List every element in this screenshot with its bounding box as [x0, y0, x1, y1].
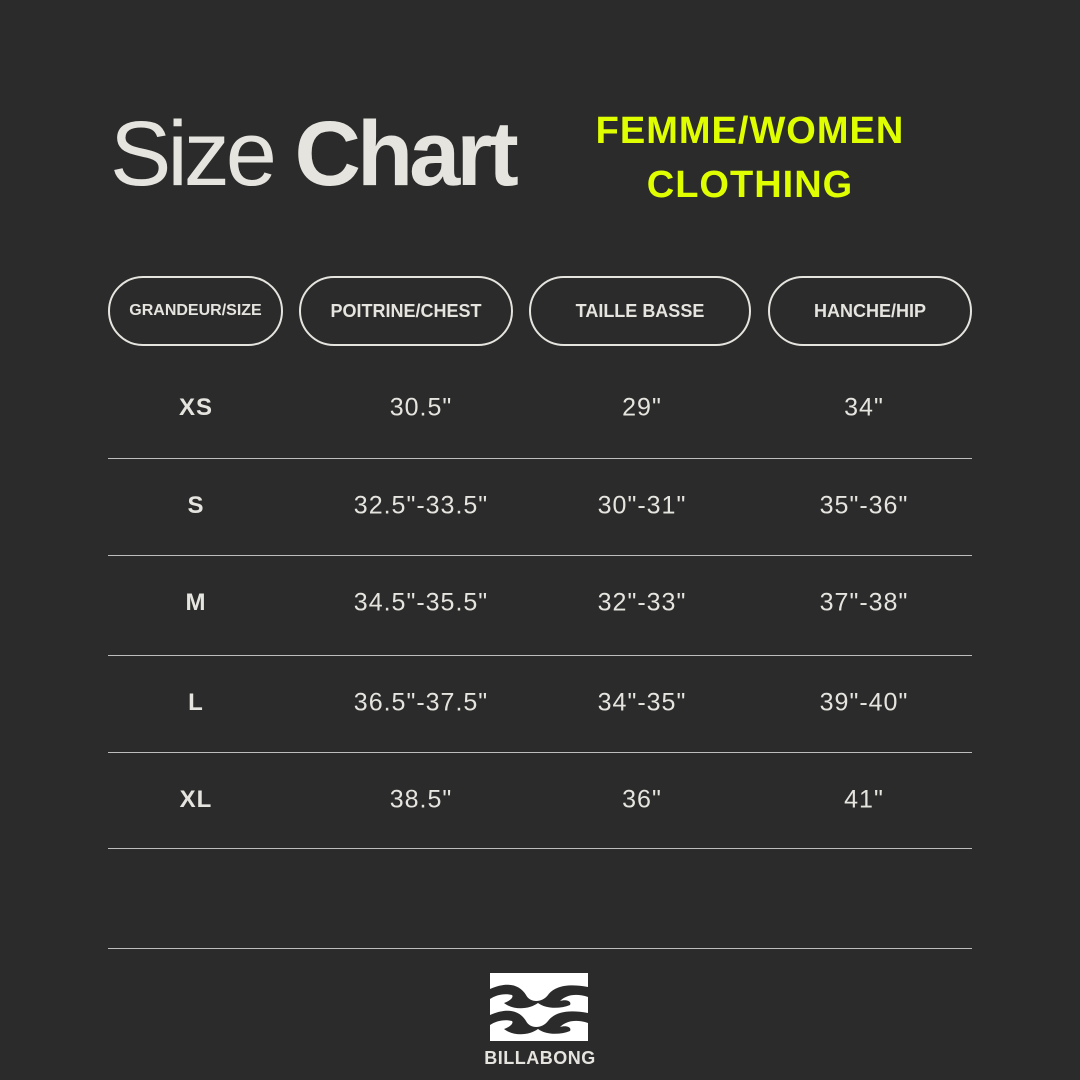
- row-divider: [108, 458, 972, 459]
- cell-chest: 38.5": [389, 785, 453, 814]
- subtitle-line1: FEMME/WOMEN: [595, 110, 905, 152]
- cell-hip: 41": [844, 785, 884, 814]
- page-title: Size Chart: [110, 103, 519, 205]
- row-divider: [108, 655, 972, 656]
- subtitle-line2: CLOTHING: [646, 164, 854, 206]
- cell-waist: 32"-33": [597, 588, 687, 617]
- cell-size: XL: [179, 786, 213, 813]
- cell-hip: 34": [844, 393, 884, 422]
- subtitle: FEMME/WOMEN CLOTHING: [560, 104, 940, 212]
- title-light: Size: [110, 103, 277, 205]
- header-waist: TAILLE BASSE: [529, 276, 751, 346]
- cell-size: XS: [178, 394, 213, 421]
- cell-waist: 36": [622, 785, 662, 814]
- cell-size: S: [187, 492, 205, 519]
- billabong-wave-logo-icon: [490, 973, 588, 1041]
- cell-hip: 37"-38": [819, 588, 909, 617]
- cell-size: M: [185, 589, 207, 616]
- title-bold: Chart: [294, 103, 519, 205]
- cell-waist: 30"-31": [597, 491, 687, 520]
- cell-hip: 35"-36": [819, 491, 909, 520]
- divider: [108, 948, 972, 949]
- header-size: GRANDEUR/SIZE: [108, 276, 283, 346]
- brand-name: BILLABONG: [484, 1048, 596, 1068]
- cell-chest: 30.5": [389, 393, 453, 422]
- cell-chest: 34.5"-35.5": [353, 588, 489, 617]
- cell-hip: 39"-40": [819, 688, 909, 717]
- cell-waist: 29": [622, 393, 662, 422]
- cell-chest: 32.5"-33.5": [353, 491, 489, 520]
- header-chest: POITRINE/CHEST: [299, 276, 513, 346]
- cell-chest: 36.5"-37.5": [353, 688, 489, 717]
- row-divider: [108, 848, 972, 849]
- row-divider: [108, 555, 972, 556]
- row-divider: [108, 752, 972, 753]
- cell-size: L: [188, 689, 204, 716]
- cell-waist: 34"-35": [597, 688, 687, 717]
- header-hip: HANCHE/HIP: [768, 276, 972, 346]
